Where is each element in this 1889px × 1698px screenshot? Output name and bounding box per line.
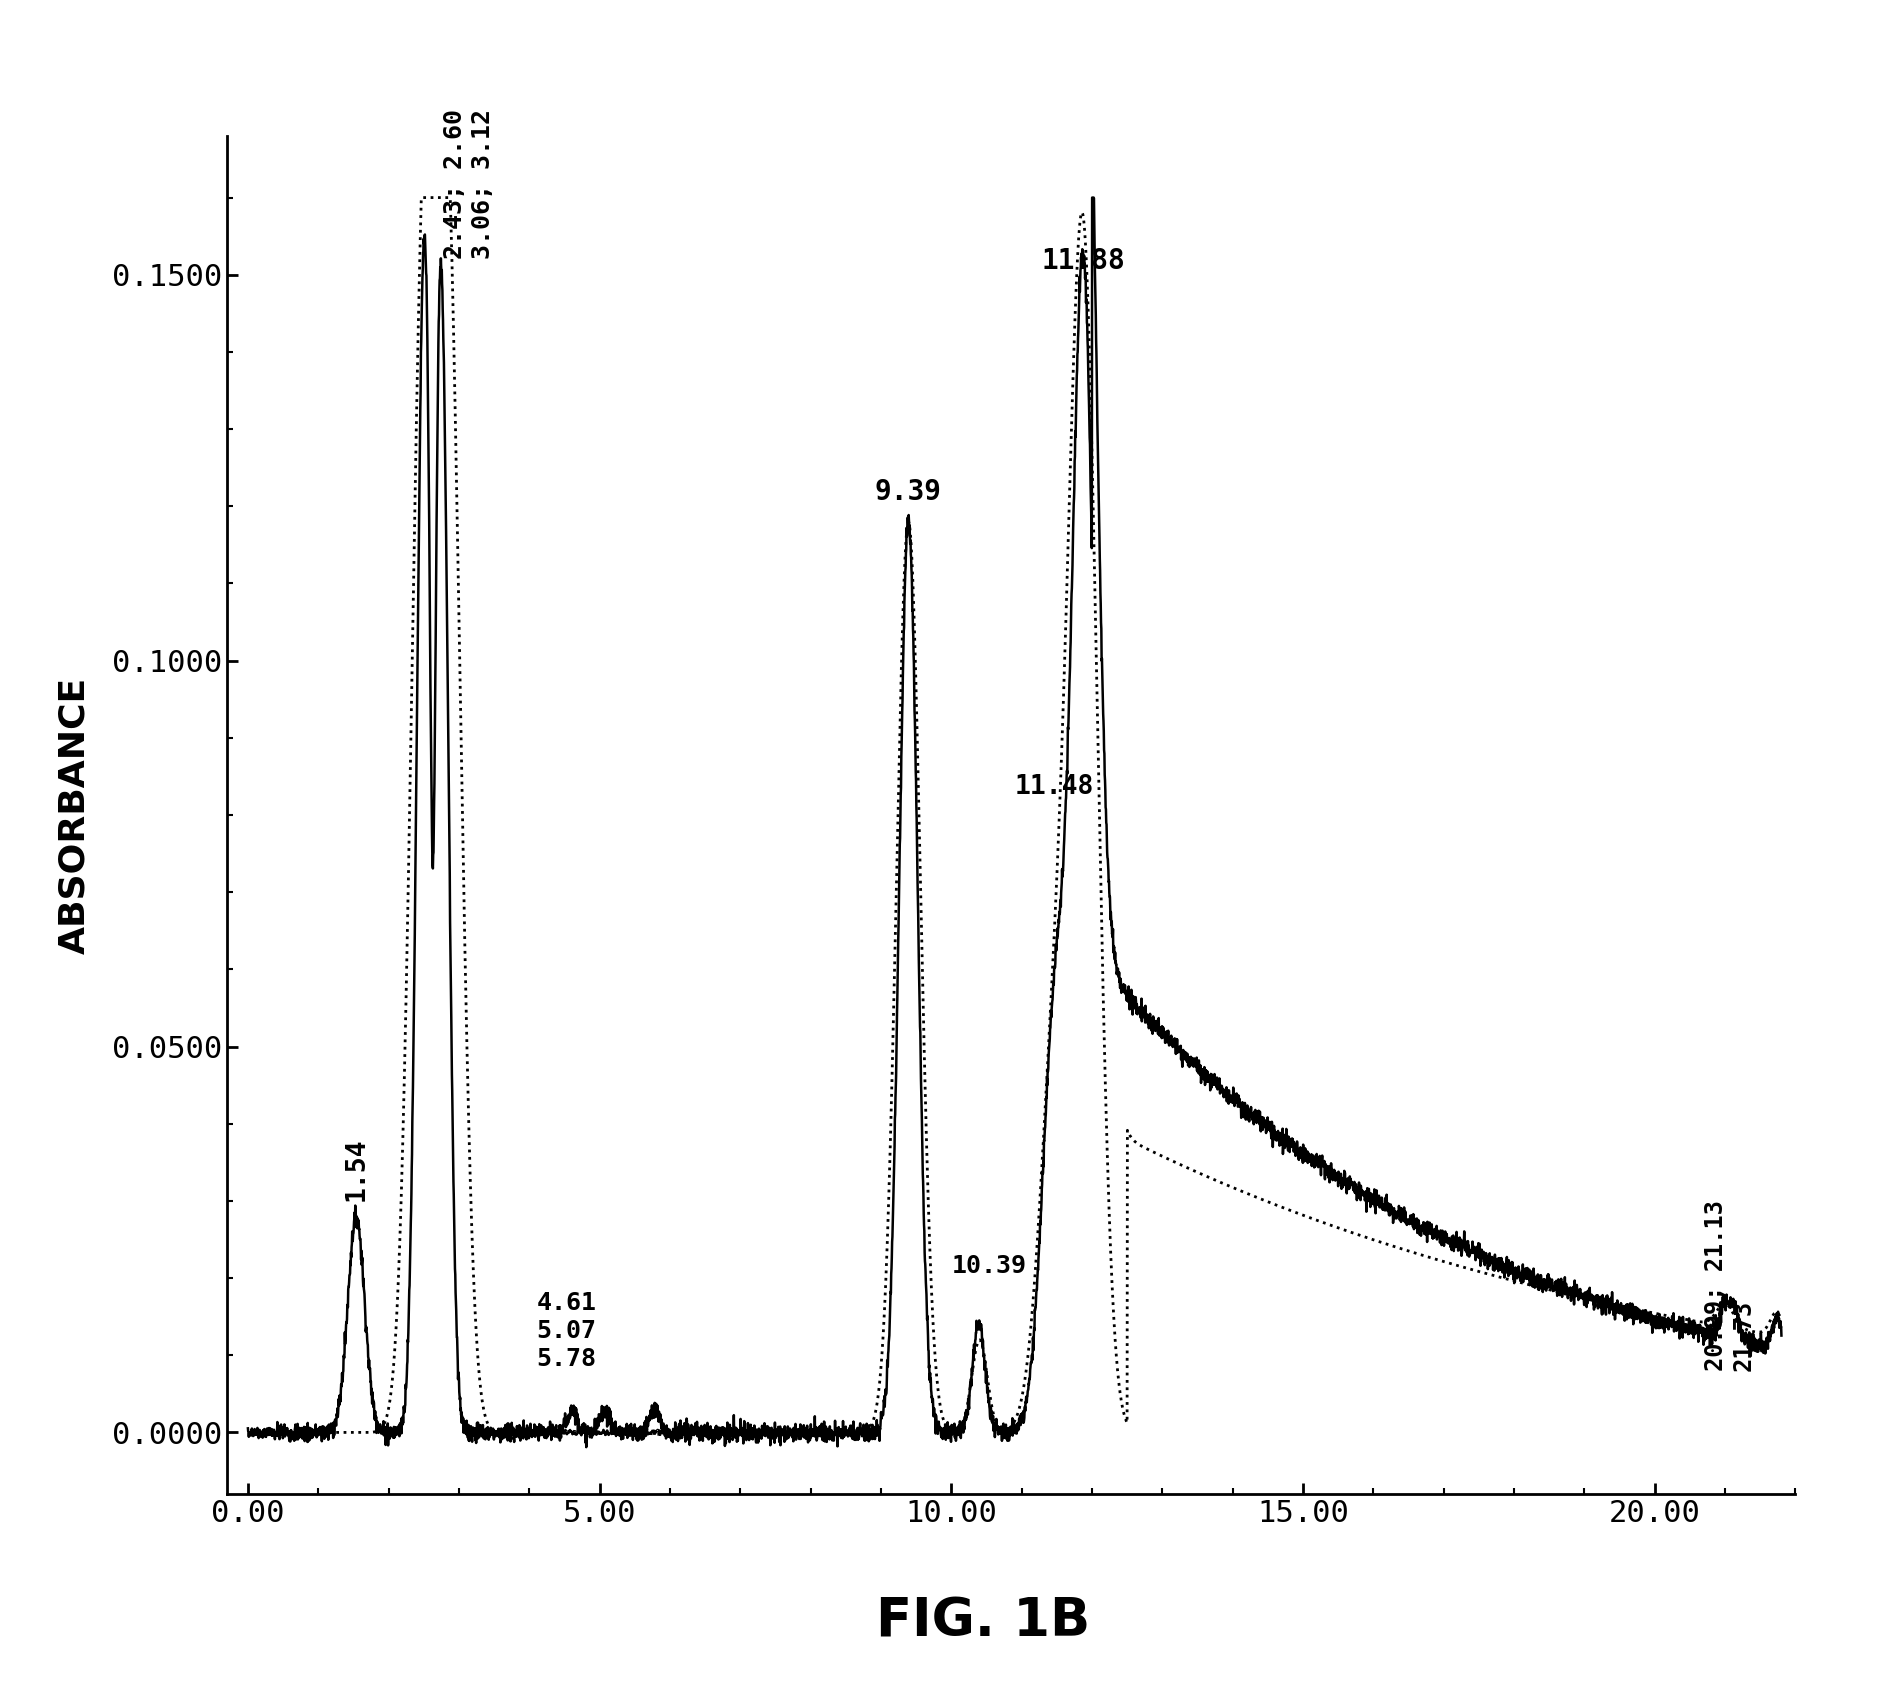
Text: 10.39: 10.39 [950, 1255, 1026, 1279]
Text: 2.43; 2.60
3.06; 3.12: 2.43; 2.60 3.06; 3.12 [444, 109, 495, 260]
Text: 1.54: 1.54 [344, 1138, 368, 1200]
Text: 4.61
5.07
5.78: 4.61 5.07 5.78 [536, 1290, 597, 1370]
Text: 9.39: 9.39 [875, 479, 941, 506]
Y-axis label: ABSORBANCE: ABSORBANCE [57, 676, 91, 954]
Text: 11.88: 11.88 [1041, 246, 1124, 275]
Text: FIG. 1B: FIG. 1B [875, 1594, 1090, 1647]
Text: 20.99; 21.13
21.73: 20.99; 21.13 21.73 [1704, 1200, 1755, 1370]
Text: 11.48: 11.48 [1014, 774, 1094, 800]
